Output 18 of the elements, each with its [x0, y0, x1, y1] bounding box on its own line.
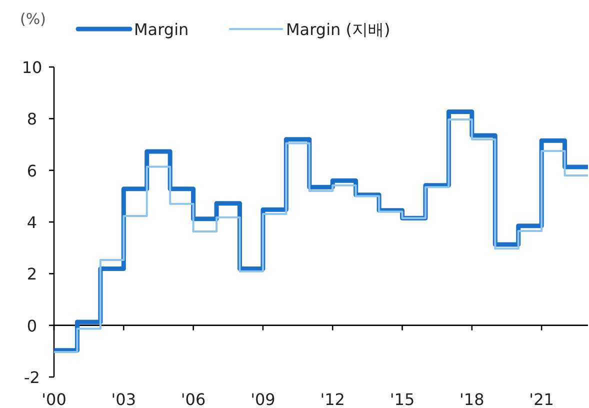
y-tick-label: 0	[26, 316, 38, 336]
x-tick-label: '03	[111, 390, 136, 408]
y-tick-label: 8	[26, 110, 38, 129]
y-tick-label: 6	[26, 161, 38, 180]
legend-label: Margin	[134, 20, 189, 39]
y-tick-label: 4	[26, 213, 38, 232]
y-tick-label: -2	[24, 368, 40, 387]
x-tick-label: '15	[390, 390, 415, 408]
x-tick-label: '00	[42, 390, 66, 408]
y-tick-label: 10	[22, 58, 42, 77]
x-tick-label: '12	[320, 390, 345, 408]
y-axis-title: (%)	[20, 10, 46, 28]
x-tick-label: '06	[180, 390, 206, 408]
y-tick-label: 2	[26, 264, 38, 284]
x-tick-label: '09	[250, 390, 276, 408]
x-tick-label: '18	[460, 390, 484, 408]
legend-label: Margin (지배)	[286, 20, 390, 39]
x-tick-label: '21	[529, 390, 554, 408]
